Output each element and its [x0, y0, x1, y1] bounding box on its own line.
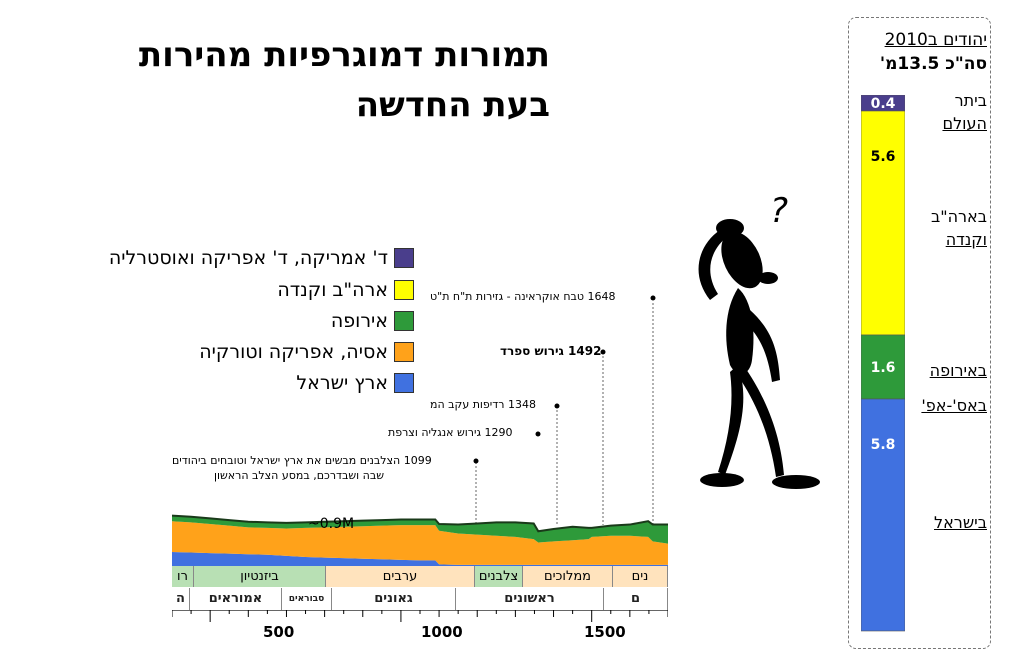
legend-label: אירופה	[330, 310, 388, 332]
label-asia-africa: באס'-אפ'	[921, 396, 987, 415]
legend-item-usa: ארה"ב וקנדה	[277, 278, 414, 302]
era-byzantium: ביזנטיון	[194, 566, 326, 587]
annotation-1648: 1648 טבח אוקראינה - גזירות ת"ח ת"ט	[430, 290, 616, 303]
sub-period: סבוראים	[282, 588, 332, 610]
legend-swatch	[394, 311, 414, 331]
stack-segment	[861, 110, 905, 336]
figure-body	[726, 288, 754, 375]
legend-swatch	[394, 373, 414, 393]
annotation-1348: 1348 רדיפות עקב המ	[430, 398, 536, 411]
title-line-1: תמורות דמוגרפיות מהירות	[138, 35, 550, 75]
figure-shoe-right	[772, 475, 820, 489]
annotation-dot-1099	[473, 458, 479, 464]
annotation-dot-1492	[600, 349, 606, 355]
stack-value-label: 5.6	[871, 149, 896, 165]
title-line-2: בעת החדשה	[355, 85, 550, 125]
stack-value-label: 1.6	[871, 360, 896, 376]
era-rome: רו	[172, 566, 194, 587]
legend-label: ד' אמריקה, ד' אפריקה ואוסטרליה	[108, 247, 388, 269]
x-tick-label: 1000	[421, 623, 463, 641]
area-series	[172, 515, 668, 544]
area-series	[172, 521, 668, 565]
era-arabs: ערבים	[326, 566, 475, 587]
stack-segment	[861, 398, 905, 632]
figure-arm-raised	[698, 230, 728, 300]
annotation-dot-1348	[554, 403, 560, 409]
legend-item-asia: אסיה, אפריקה וטורקיה	[199, 340, 414, 364]
x-tick-label: 1500	[584, 623, 626, 641]
jews-2010-panel	[848, 17, 991, 649]
stack-value-label: 5.8	[871, 437, 896, 453]
annotation-dot-1648	[650, 295, 656, 301]
figure-head	[721, 231, 763, 289]
annotation-1492: 1492 גירוש ספרד	[500, 344, 602, 358]
figure-arm	[744, 310, 780, 382]
stack-value-label: 0.4	[871, 96, 896, 112]
figure-shoe-left	[700, 473, 744, 487]
x-axis	[172, 610, 668, 622]
sub-period: אמוראים	[190, 588, 282, 610]
label-rest-of-world-2: העולם	[942, 114, 987, 133]
side-total: סה"כ 13.5מ'	[879, 54, 987, 74]
population-label: ~0.9M	[308, 516, 355, 532]
era-crusaders: צלבנים	[475, 566, 523, 587]
x-tick-label: 500	[263, 623, 295, 641]
legend-swatch	[394, 280, 414, 300]
sub-period: גאונים	[332, 588, 456, 610]
sub-period: ה	[172, 588, 190, 610]
legend-item-israel: ארץ ישראל	[296, 371, 414, 395]
side-heading: יהודים ב2010	[884, 30, 987, 50]
legend-item-americas: ד' אמריקה, ד' אפריקה ואוסטרליה	[109, 246, 414, 270]
label-israel: בישראל	[934, 513, 987, 532]
annotation-1099-line2: שבה ושבדרכם, במסע הצלב הראשון	[214, 469, 385, 482]
page-title: תמורות דמוגרפיות מהירות בעת החדשה	[20, 30, 550, 130]
legend-item-europe: אירופה	[331, 309, 414, 333]
figure-nose	[758, 272, 778, 284]
area-series	[172, 552, 668, 566]
label-europe: באירופה	[929, 361, 987, 380]
label-usa-2: וקנדה	[945, 230, 987, 249]
annotation-dot-1290	[535, 431, 541, 437]
label-usa-1: בארה"ב	[930, 207, 987, 226]
legend-label: אסיה, אפריקה וטורקיה	[199, 341, 388, 363]
figure-leg-left	[718, 365, 744, 475]
area-chart	[172, 514, 668, 566]
era-ottomans: נים	[613, 566, 668, 587]
question-mark-icon: ?	[770, 191, 788, 231]
annotation-1099-line1: 1099 הצלבנים מבשים את ארץ ישראל וטובחים …	[172, 454, 432, 467]
stacked-bar-2010: 0.4 5.6 1.6 5.8	[861, 95, 905, 632]
legend-swatch	[394, 248, 414, 268]
annotation-1290: 1290 גירוש אנגליה וצרפת	[388, 426, 513, 439]
sub-period: ם	[604, 588, 668, 610]
legend-label: ארץ ישראל	[296, 372, 388, 394]
legend-label: ארה"ב וקנדה	[277, 279, 388, 301]
thinking-figure: ?	[698, 191, 820, 489]
era-mamluks: ממלוכים	[523, 566, 613, 587]
legend-swatch	[394, 342, 414, 362]
sub-period: ראשונים	[456, 588, 604, 610]
figure-leg-right	[738, 366, 784, 477]
label-rest-of-world-1: ביתר	[954, 91, 987, 110]
area-total-outline	[172, 514, 668, 533]
